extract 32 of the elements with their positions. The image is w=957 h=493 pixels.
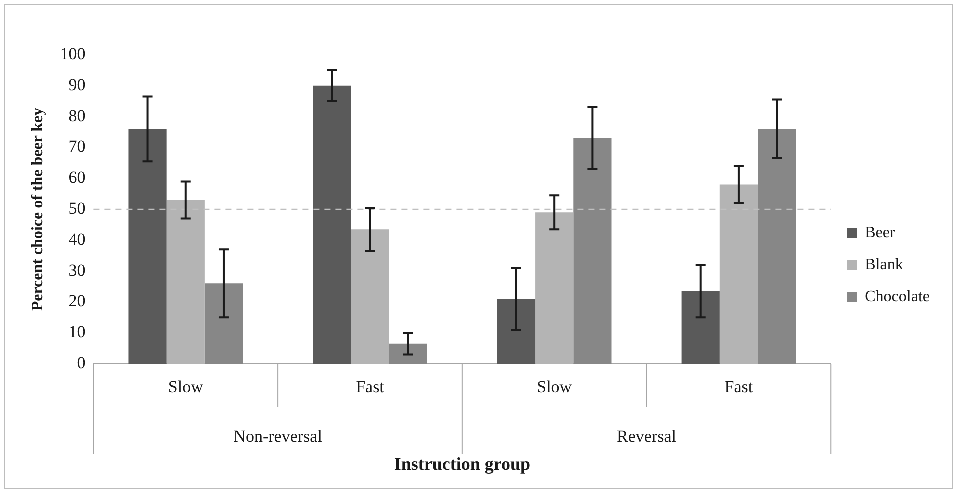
y-tick-label: 30 [68,260,86,280]
y-tick-label: 0 [77,353,86,372]
x-tick-label: Fast [356,378,385,397]
text: Reversal [617,427,677,446]
y-tick-label: 20 [68,292,86,311]
legend-label: Beer [865,224,896,242]
bar [351,230,390,364]
bar [758,129,796,364]
y-tick-label: 80 [68,106,86,126]
y-tick-label: 100 [60,44,86,64]
legend-label: Blank [865,256,904,274]
bar [574,138,612,364]
y-tick-label: 40 [68,230,86,249]
y-tick-label: 60 [68,168,86,188]
x-tick-label: Slow [537,378,573,397]
text: Non-reversal [234,427,323,446]
y-tick-label: 50 [68,198,86,218]
y-tick-label: 90 [68,75,86,94]
legend-label: Chocolate [865,288,930,306]
y-tick-label: 10 [68,322,86,342]
bar [682,291,720,364]
y-tick-label: 70 [68,137,86,156]
y-axis-title: Percent choice of the beer key [30,108,47,312]
bar [128,129,167,364]
x-tick-label: Fast [724,378,754,397]
x-axis-title: Instruction group [394,454,531,474]
bar [313,86,352,364]
bar [536,212,574,364]
bar [389,344,428,364]
x-tick-label: Slow [168,378,204,397]
bar [497,299,536,364]
bar [204,284,244,364]
